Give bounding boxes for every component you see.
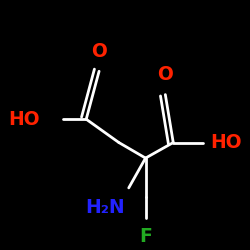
Text: H₂N: H₂N bbox=[85, 198, 125, 217]
Text: O: O bbox=[158, 65, 173, 84]
Text: F: F bbox=[139, 227, 152, 246]
Text: HO: HO bbox=[210, 133, 242, 152]
Text: O: O bbox=[91, 42, 107, 61]
Text: HO: HO bbox=[8, 110, 40, 129]
